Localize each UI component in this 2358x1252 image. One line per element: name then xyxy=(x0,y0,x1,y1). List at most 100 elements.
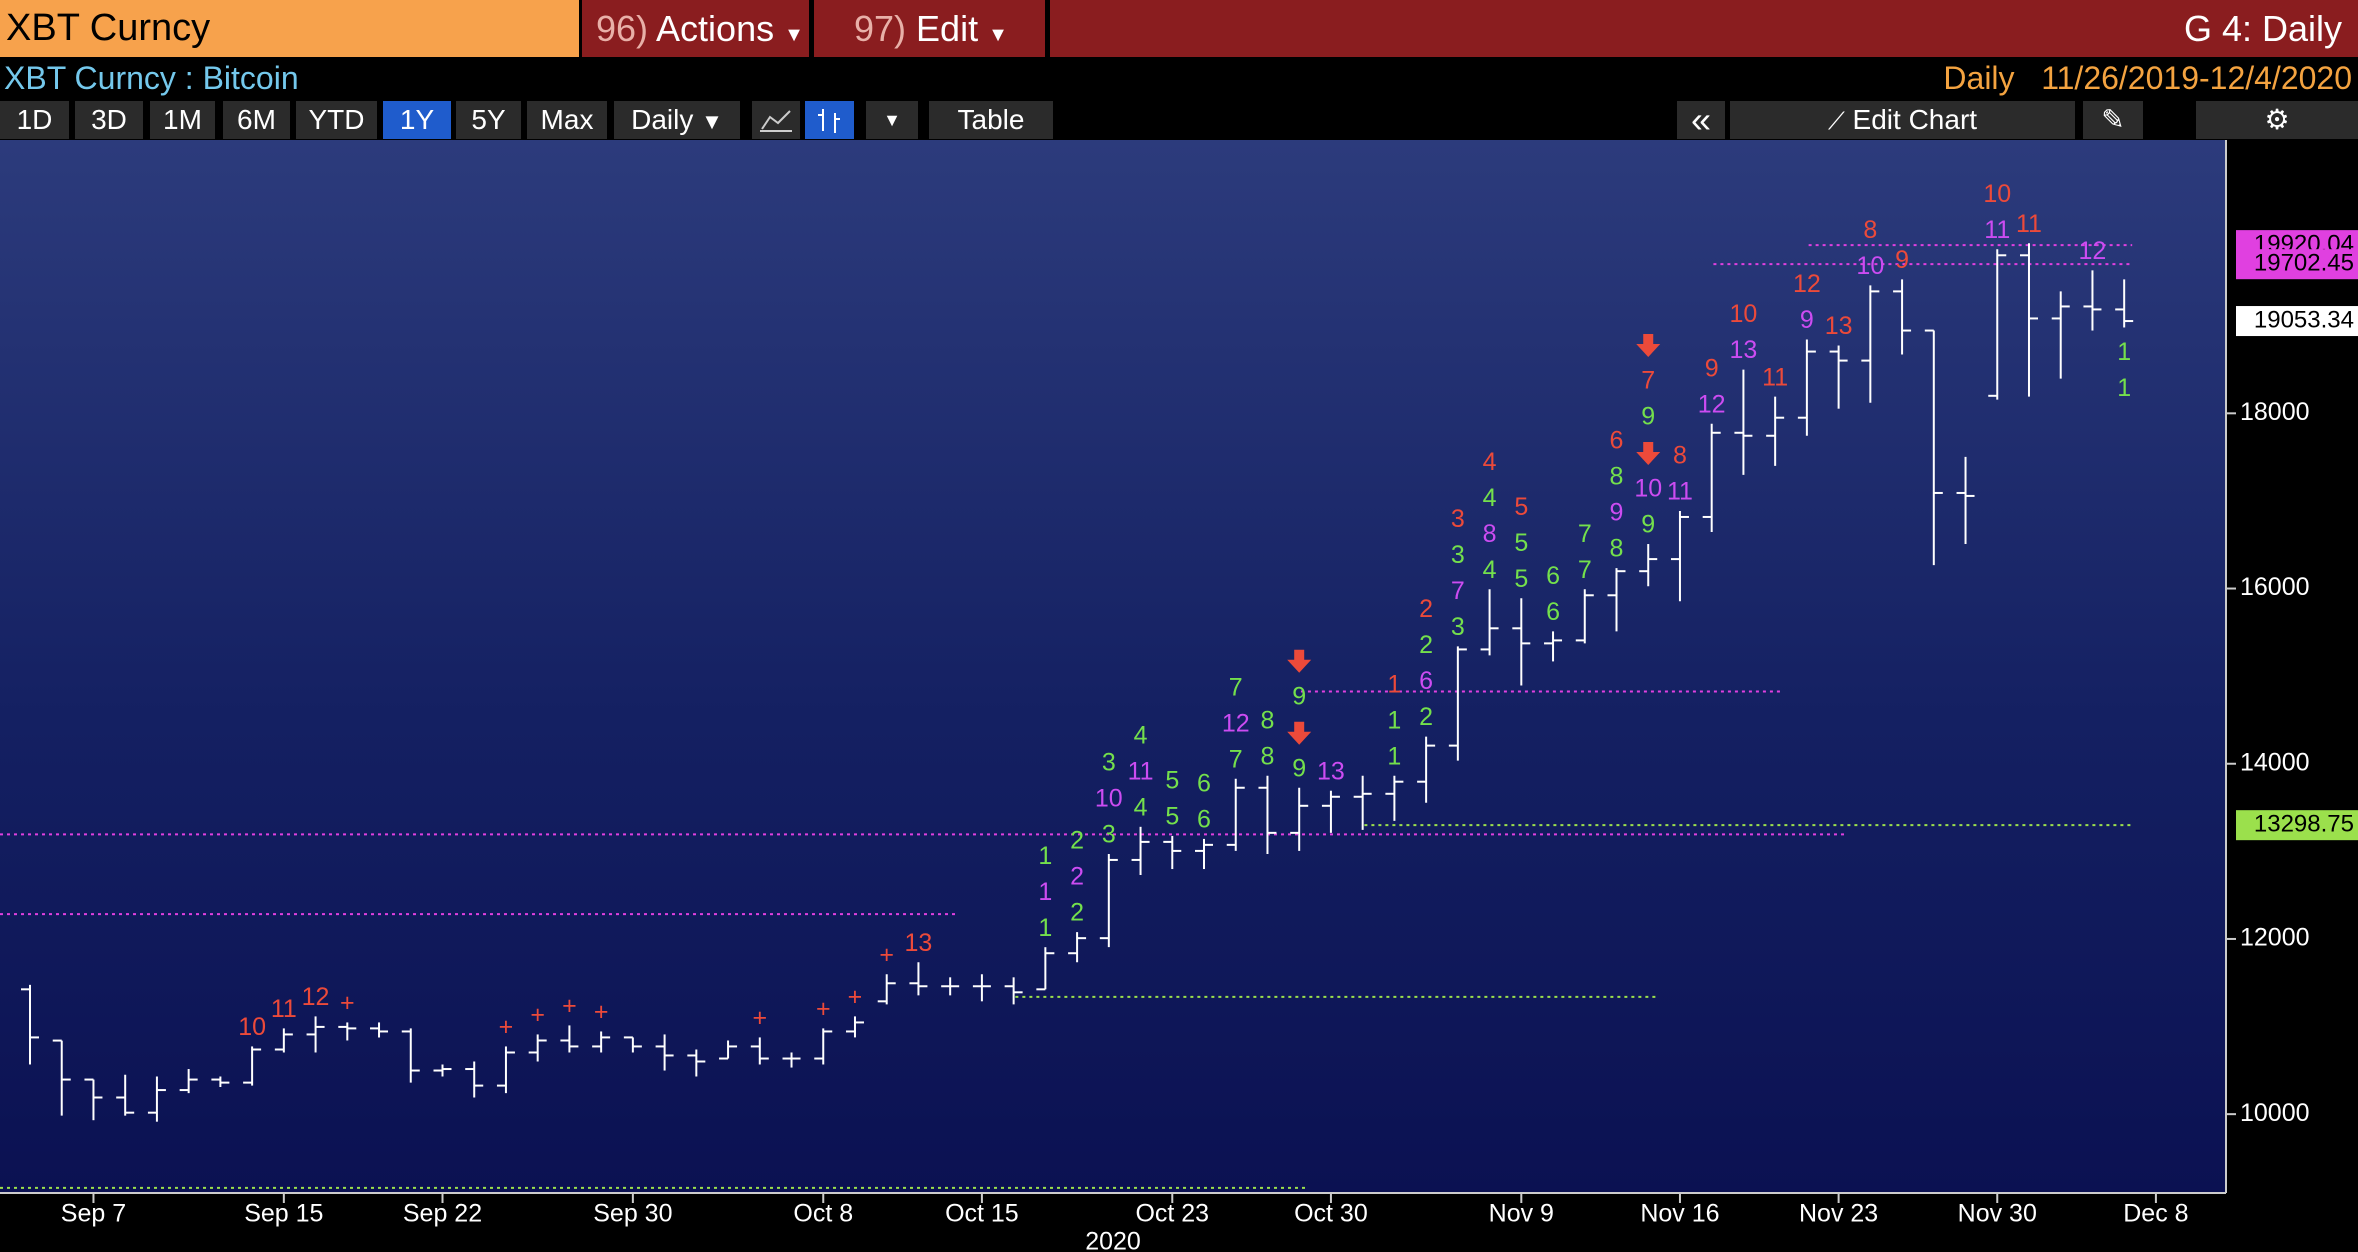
x-tick-label: Nov 30 xyxy=(1958,1200,2037,1228)
price-tag-label: 13298.75 xyxy=(2254,811,2354,838)
actions-menu[interactable]: 96) Actions ▼ xyxy=(582,0,809,57)
edit-menu[interactable]: 97) Edit ▼ xyxy=(814,0,1045,57)
count-label: 8 xyxy=(1863,216,1877,244)
count-label: 1 xyxy=(2117,374,2131,402)
count-label: 9 xyxy=(1895,246,1909,274)
frequency: Daily xyxy=(631,104,694,135)
count-label: + xyxy=(848,983,863,1011)
bar-chart-button[interactable] xyxy=(805,101,854,139)
dropdown-caret: ▼ xyxy=(701,109,723,134)
count-label: 12 xyxy=(1222,709,1250,737)
count-label: 8 xyxy=(1261,706,1275,734)
range-button[interactable]: 5Y xyxy=(456,101,521,139)
annotate-button[interactable]: ✎ xyxy=(2083,101,2143,139)
count-label: 5 xyxy=(1514,565,1528,593)
count-label: 5 xyxy=(1165,803,1179,831)
count-label: 12 xyxy=(1793,270,1821,298)
y-tick-label: 18000 xyxy=(2240,398,2310,426)
count-label: 11 xyxy=(1128,757,1154,785)
count-label: 2 xyxy=(1419,595,1433,623)
range-button[interactable]: 1D xyxy=(0,101,69,139)
y-tick-label: 16000 xyxy=(2240,573,2310,601)
range-button[interactable]: 3D xyxy=(75,101,143,139)
count-label: + xyxy=(594,998,609,1026)
count-label: 2 xyxy=(1419,631,1433,659)
count-label: 9 xyxy=(1610,499,1624,527)
count-label: 11 xyxy=(1667,478,1693,506)
signal-arrow xyxy=(1287,721,1312,745)
count-label: 9 xyxy=(1641,511,1655,539)
dropdown-caret: ▼ xyxy=(988,24,1008,46)
y-tick-label: 14000 xyxy=(2240,748,2310,776)
range-button[interactable]: 1M xyxy=(150,101,215,139)
count-label: + xyxy=(499,1013,514,1041)
x-tick-label: Sep 22 xyxy=(403,1200,482,1228)
x-tick-label: Sep 7 xyxy=(61,1200,126,1228)
count-label: + xyxy=(816,995,831,1023)
menu-number: 97) xyxy=(854,8,907,49)
subtitle: XBT Curncy : Bitcoin xyxy=(4,60,299,96)
dropdown-caret: ▼ xyxy=(784,24,804,46)
count-label: 9 xyxy=(1705,354,1719,382)
y-tick-label: 12000 xyxy=(2240,924,2310,952)
last-price-tag xyxy=(2236,306,2358,337)
menu-label: Edit xyxy=(916,8,979,49)
count-label: 13 xyxy=(1730,336,1758,364)
count-label: 8 xyxy=(1610,463,1624,491)
count-label: 2 xyxy=(1070,827,1084,855)
count-label: 4 xyxy=(1483,556,1497,584)
count-label: 11 xyxy=(1984,216,2010,244)
count-label: 5 xyxy=(1514,529,1528,557)
range-button[interactable]: Max xyxy=(527,101,607,139)
y-tick-label: 10000 xyxy=(2240,1099,2310,1127)
x-tick-label: Oct 30 xyxy=(1294,1200,1368,1228)
count-label: 7 xyxy=(1451,577,1465,605)
signal-arrow xyxy=(1636,442,1661,466)
security-field[interactable]: XBT Curncy xyxy=(0,0,579,57)
signal-arrow xyxy=(1287,649,1312,673)
count-label: 4 xyxy=(1483,484,1497,512)
count-label: 6 xyxy=(1610,427,1624,455)
price-tag-label: 19702.45 xyxy=(2254,250,2354,277)
count-label: 9 xyxy=(1641,403,1655,431)
count-label: 12 xyxy=(302,983,330,1011)
count-label: 10 xyxy=(1856,252,1884,280)
count-label: 12 xyxy=(2079,237,2107,265)
count-label: 13 xyxy=(905,929,933,957)
count-label: 7 xyxy=(1578,520,1592,548)
count-label: 8 xyxy=(1261,742,1275,770)
count-label: 1 xyxy=(1387,670,1401,698)
count-label: 1 xyxy=(2117,338,2131,366)
x-tick-label: Sep 15 xyxy=(244,1200,323,1228)
price-tag xyxy=(2236,249,2358,280)
count-label: 1 xyxy=(1387,706,1401,734)
count-label: 10 xyxy=(1983,180,2011,208)
line-chart-button[interactable] xyxy=(752,101,800,139)
period: Daily xyxy=(1943,60,2015,96)
count-label: 7 xyxy=(1229,745,1243,773)
x-tick-label: Sep 30 xyxy=(593,1200,672,1228)
x-tick-label: Oct 8 xyxy=(793,1200,853,1228)
period-range: Daily 11/26/2019-12/4/2020 xyxy=(1943,57,2352,99)
settings-button[interactable]: ⚙ xyxy=(2196,101,2358,139)
frequency-dropdown[interactable]: Daily ▼ xyxy=(614,101,740,139)
chart-type-dropdown[interactable]: ▼ xyxy=(866,101,918,139)
count-label: 10 xyxy=(1095,785,1123,813)
x-tick-label: Nov 9 xyxy=(1489,1200,1554,1228)
collapse-button[interactable]: « xyxy=(1677,101,1725,139)
count-label: + xyxy=(340,989,355,1017)
x-tick-label: Dec 8 xyxy=(2123,1200,2188,1228)
count-label: 1 xyxy=(1038,878,1052,906)
edit-chart-button[interactable]: ⟋ Edit Chart xyxy=(1730,101,2075,139)
range-button[interactable]: 6M xyxy=(223,101,290,139)
x-axis-year: 2020 xyxy=(1085,1228,1141,1252)
line-icon xyxy=(760,110,792,132)
count-label: 5 xyxy=(1514,493,1528,521)
range-button[interactable]: 1Y xyxy=(383,101,451,139)
range-button[interactable]: YTD xyxy=(296,101,377,139)
table-button[interactable]: Table xyxy=(929,101,1053,139)
count-label: 9 xyxy=(1800,306,1814,334)
count-label: 6 xyxy=(1197,806,1211,834)
count-label: 11 xyxy=(1762,363,1788,391)
count-label: 8 xyxy=(1483,520,1497,548)
